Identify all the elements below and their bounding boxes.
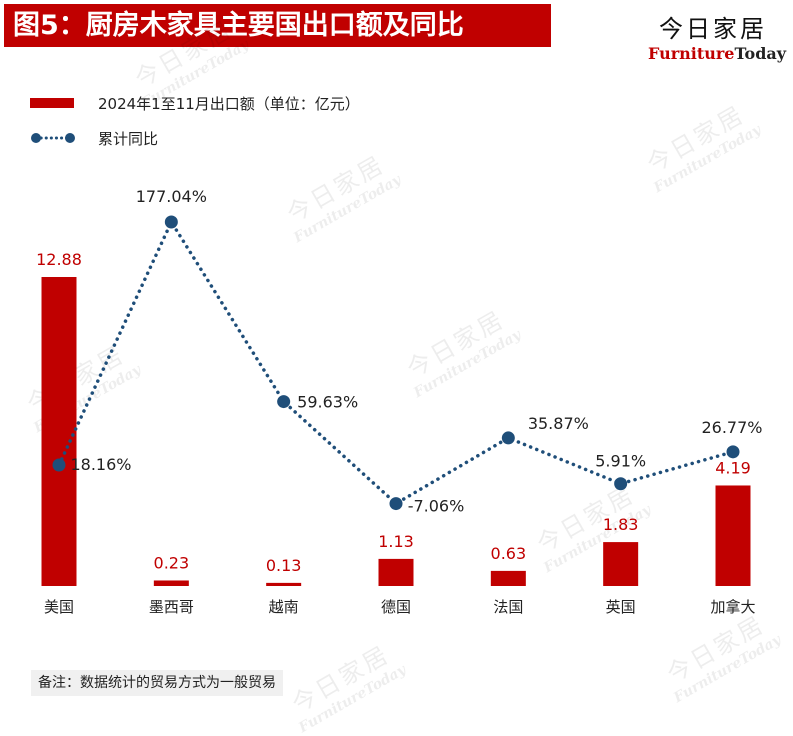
bar-墨西哥 (153, 580, 189, 586)
yoy-value-label: 5.91% (595, 452, 646, 471)
bar-美国 (41, 277, 77, 586)
bar-加拿大 (715, 485, 751, 586)
yoy-value-label: 18.16% (70, 455, 131, 474)
legend-item-line: 累计同比 (30, 128, 158, 148)
bar-value-label: 0.63 (491, 544, 527, 563)
x-tick-label: 越南 (269, 598, 299, 616)
yoy-value-label: 59.63% (297, 393, 358, 412)
x-tick-label: 德国 (381, 598, 411, 616)
bar-value-label: 4.19 (715, 458, 751, 477)
footnote: 备注：数据统计的贸易方式为一般贸易 (31, 670, 283, 696)
x-tick-label: 法国 (493, 598, 523, 616)
yoy-value-label: 177.04% (136, 187, 207, 206)
bar-英国 (603, 542, 639, 586)
yoy-point (726, 445, 740, 459)
yoy-value-label: 26.77% (701, 418, 762, 437)
bar-法国 (490, 570, 526, 586)
legend-item-bar: 2024年1至11月出口额（单位：亿元） (30, 93, 360, 113)
bar-value-label: 12.88 (36, 250, 82, 269)
brand-logo-cn: 今日家居 (659, 15, 767, 43)
legend-line-label: 累计同比 (98, 129, 159, 148)
yoy-value-label: -7.06% (408, 497, 465, 516)
yoy-point (389, 497, 403, 511)
bar-value-label: 1.13 (378, 532, 414, 551)
bar-越南 (266, 582, 302, 586)
yoy-value-label: 35.87% (528, 414, 589, 433)
legend-line-swatch (31, 133, 75, 143)
legend-bar-swatch (30, 98, 74, 108)
yoy-point (52, 458, 66, 472)
x-tick-label: 墨西哥 (149, 598, 194, 616)
chart-title: 图5：厨房木家具主要国出口额及同比 (4, 4, 551, 47)
brand-logo-en-part2: Today (734, 44, 787, 63)
brand-logo-en-part1: Furniture (648, 44, 735, 63)
legend-bar-label: 2024年1至11月出口额（单位：亿元） (98, 94, 360, 113)
brand-logo-en: FurnitureToday (648, 44, 786, 64)
bar-value-label: 0.23 (154, 553, 190, 572)
x-tick-label: 加拿大 (710, 598, 755, 616)
brand-logo: 今日家居 FurnitureToday (648, 14, 786, 64)
yoy-point (501, 431, 515, 445)
bar-value-label: 1.83 (603, 515, 639, 534)
yoy-point (277, 395, 291, 409)
yoy-point (164, 215, 178, 229)
yoy-point (614, 477, 628, 491)
x-tick-label: 英国 (606, 598, 636, 616)
bar-value-label: 0.13 (266, 556, 302, 575)
bar-德国 (378, 558, 414, 586)
x-tick-label: 美国 (44, 598, 74, 616)
